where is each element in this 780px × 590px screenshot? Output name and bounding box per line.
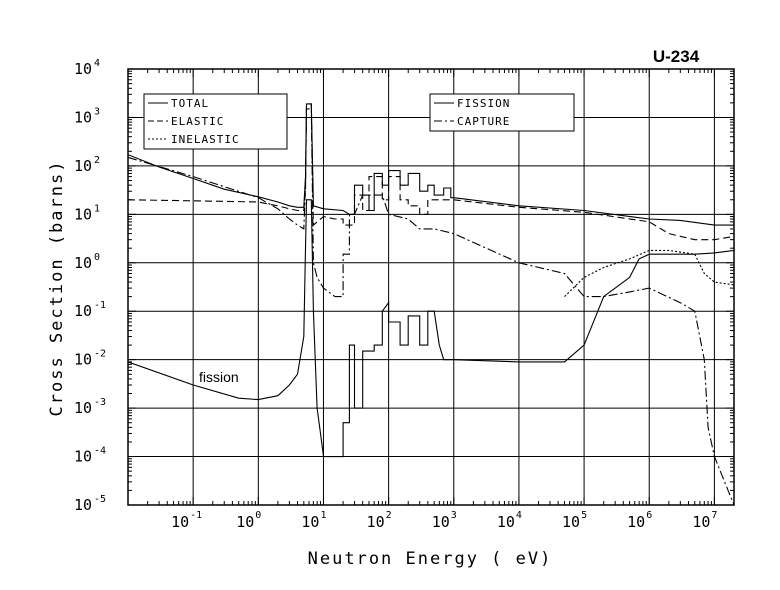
y-axis-label: Cross Section (barns) xyxy=(47,160,67,417)
y-tick-exponent: -1 xyxy=(94,300,106,311)
x-tick-exponent: 6 xyxy=(646,510,652,521)
legend-inelastic-label: INELASTIC xyxy=(171,133,240,146)
y-tick-label: 10 xyxy=(74,399,92,417)
axis-ticks xyxy=(127,69,735,506)
y-tick-exponent: -3 xyxy=(94,397,106,408)
y-tick-exponent: 0 xyxy=(94,252,100,263)
legend-capture-label: CAPTURE xyxy=(457,115,510,128)
legend-elastic-label: ELASTIC xyxy=(171,115,224,128)
x-tick-exponent: 7 xyxy=(711,510,717,521)
y-tick-exponent: 4 xyxy=(94,58,100,69)
x-tick-exponent: 3 xyxy=(451,510,457,521)
y-tick-label: 10 xyxy=(74,302,92,320)
series-inelastic-line xyxy=(564,249,734,297)
y-tick-label: 10 xyxy=(74,351,92,369)
y-tick-label: 10 xyxy=(74,496,92,514)
x-tick-exponent: 0 xyxy=(255,510,261,521)
y-tick-label: 10 xyxy=(74,448,92,466)
fission-annotation: fission xyxy=(199,369,239,385)
y-tick-exponent: -5 xyxy=(94,494,106,505)
x-tick-label: 10 xyxy=(497,513,515,531)
legend-left: TOTAL ELASTIC INELASTIC xyxy=(143,93,288,150)
x-tick-label: 10 xyxy=(171,513,189,531)
x-tick-exponent: 2 xyxy=(386,510,392,521)
series-fission-line xyxy=(128,199,734,458)
x-tick-label: 10 xyxy=(432,513,450,531)
y-tick-exponent: -2 xyxy=(94,349,106,360)
x-tick-exponent: 1 xyxy=(320,510,326,521)
y-tick-exponent: 1 xyxy=(94,203,100,214)
chart-title: U-234 xyxy=(653,47,700,66)
y-tick-label: 10 xyxy=(74,254,92,272)
x-tick-exponent: -1 xyxy=(190,510,202,521)
x-tick-labels: 10 -1 10 0 10 1 10 2 10 3 10 4 10 5 10 6 10 7 xyxy=(171,510,717,531)
x-tick-exponent: 5 xyxy=(581,510,587,521)
plot-frame xyxy=(127,68,735,506)
y-tick-label: 10 xyxy=(74,157,92,175)
x-tick-exponent: 4 xyxy=(516,510,522,521)
y-tick-label: 10 xyxy=(74,60,92,78)
x-tick-label: 10 xyxy=(692,513,710,531)
legend-total-label: TOTAL xyxy=(171,97,209,110)
legend-fission-label: FISSION xyxy=(457,97,510,110)
x-tick-label: 10 xyxy=(562,513,580,531)
x-tick-label: 10 xyxy=(627,513,645,531)
y-tick-label: 10 xyxy=(74,205,92,223)
grid-lines xyxy=(128,69,734,505)
x-axis-label: Neutron Energy ( eV) xyxy=(308,549,553,569)
series-capture-line xyxy=(128,108,734,505)
x-tick-label: 10 xyxy=(301,513,319,531)
x-tick-label: 10 xyxy=(236,513,254,531)
x-tick-label: 10 xyxy=(367,513,385,531)
y-tick-exponent: 2 xyxy=(94,155,100,166)
y-tick-label: 10 xyxy=(74,108,92,126)
legend-center: FISSION CAPTURE xyxy=(429,93,575,132)
y-tick-exponent: 3 xyxy=(94,106,100,117)
y-tick-exponent: -4 xyxy=(94,446,106,457)
series-lines xyxy=(128,103,734,505)
legend-center-box xyxy=(429,93,575,132)
